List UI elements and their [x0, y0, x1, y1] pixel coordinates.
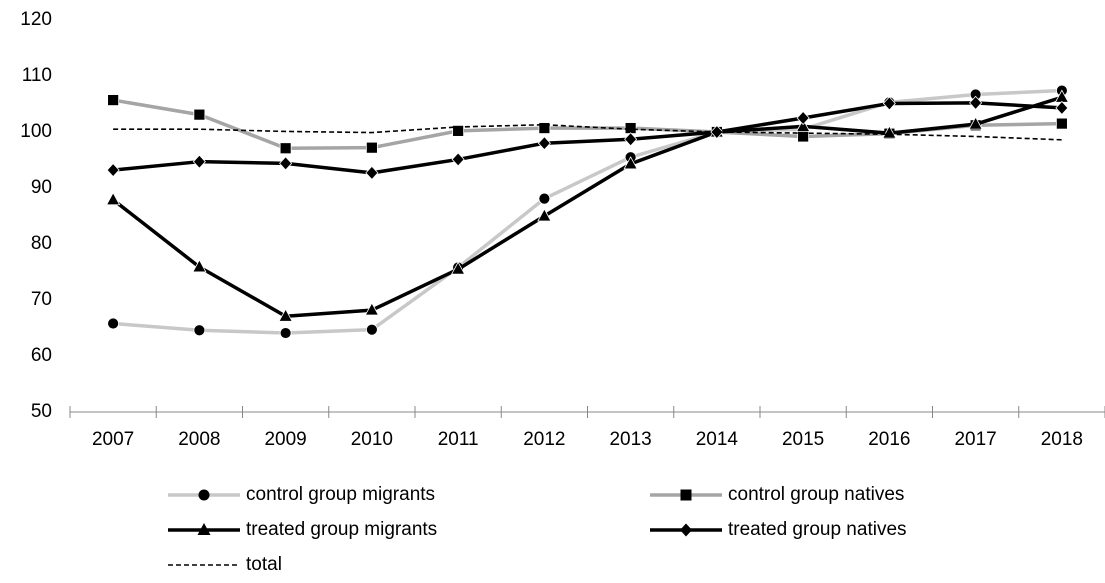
legend-label: total: [246, 554, 282, 575]
marker: [969, 95, 983, 110]
marker: [1055, 100, 1069, 116]
series-line: [112, 101, 1062, 175]
series-line: [112, 95, 1063, 318]
series-line: [113, 123, 1062, 141]
marker: [192, 154, 206, 169]
marker: [107, 94, 120, 106]
marker: [680, 523, 692, 537]
marker: [538, 192, 551, 205]
marker: [365, 141, 378, 154]
legend-label: control group natives: [728, 484, 904, 505]
marker: [537, 208, 552, 222]
marker: [623, 156, 638, 170]
legend-label: control group migrants: [246, 484, 435, 505]
marker: [624, 132, 638, 147]
x-tick-label: 2015: [782, 429, 824, 450]
marker: [795, 118, 811, 132]
x-tick-label: 2007: [92, 429, 134, 450]
marker: [680, 489, 692, 501]
x-tick-label: 2018: [1041, 429, 1083, 450]
x-tick-label: 2011: [438, 429, 479, 450]
x-tick-label: 2010: [351, 429, 393, 450]
marker: [796, 110, 810, 126]
marker: [193, 108, 206, 121]
x-tick-label: 2012: [523, 429, 565, 450]
series-line: [112, 88, 1062, 335]
y-tick-label: 60: [31, 345, 52, 366]
marker: [450, 261, 466, 275]
x-tick-label: 2016: [868, 429, 910, 450]
x-tick-label: 2009: [264, 429, 306, 450]
x-tick-label: 2013: [609, 429, 651, 450]
marker: [452, 124, 465, 137]
marker: [197, 523, 211, 535]
marker: [968, 116, 983, 130]
y-tick-label: 80: [31, 233, 52, 254]
marker: [365, 323, 378, 336]
marker: [279, 142, 292, 155]
marker: [882, 96, 896, 111]
x-tick-label: 2008: [178, 429, 220, 450]
marker: [278, 308, 293, 322]
marker: [279, 156, 293, 171]
marker: [105, 191, 121, 206]
x-tick-label: 2017: [954, 429, 996, 450]
legend-label: treated group natives: [728, 519, 907, 540]
y-tick-label: 110: [22, 65, 52, 86]
marker: [537, 136, 551, 151]
marker: [106, 162, 120, 178]
y-tick-label: 100: [20, 121, 52, 142]
marker: [198, 489, 210, 501]
y-tick-label: 120: [20, 9, 52, 30]
marker: [364, 302, 380, 316]
marker: [107, 317, 120, 330]
y-tick-label: 50: [31, 401, 52, 422]
marker: [192, 259, 207, 273]
marker: [279, 327, 292, 339]
y-tick-label: 70: [31, 289, 52, 310]
marker: [365, 165, 379, 180]
x-tick-label: 2014: [696, 429, 739, 450]
legend-label: treated group migrants: [246, 519, 437, 540]
y-tick-label: 90: [31, 177, 52, 198]
marker: [538, 122, 551, 134]
marker: [624, 122, 637, 134]
marker: [1055, 117, 1068, 130]
marker: [451, 152, 465, 167]
marker: [193, 324, 206, 337]
